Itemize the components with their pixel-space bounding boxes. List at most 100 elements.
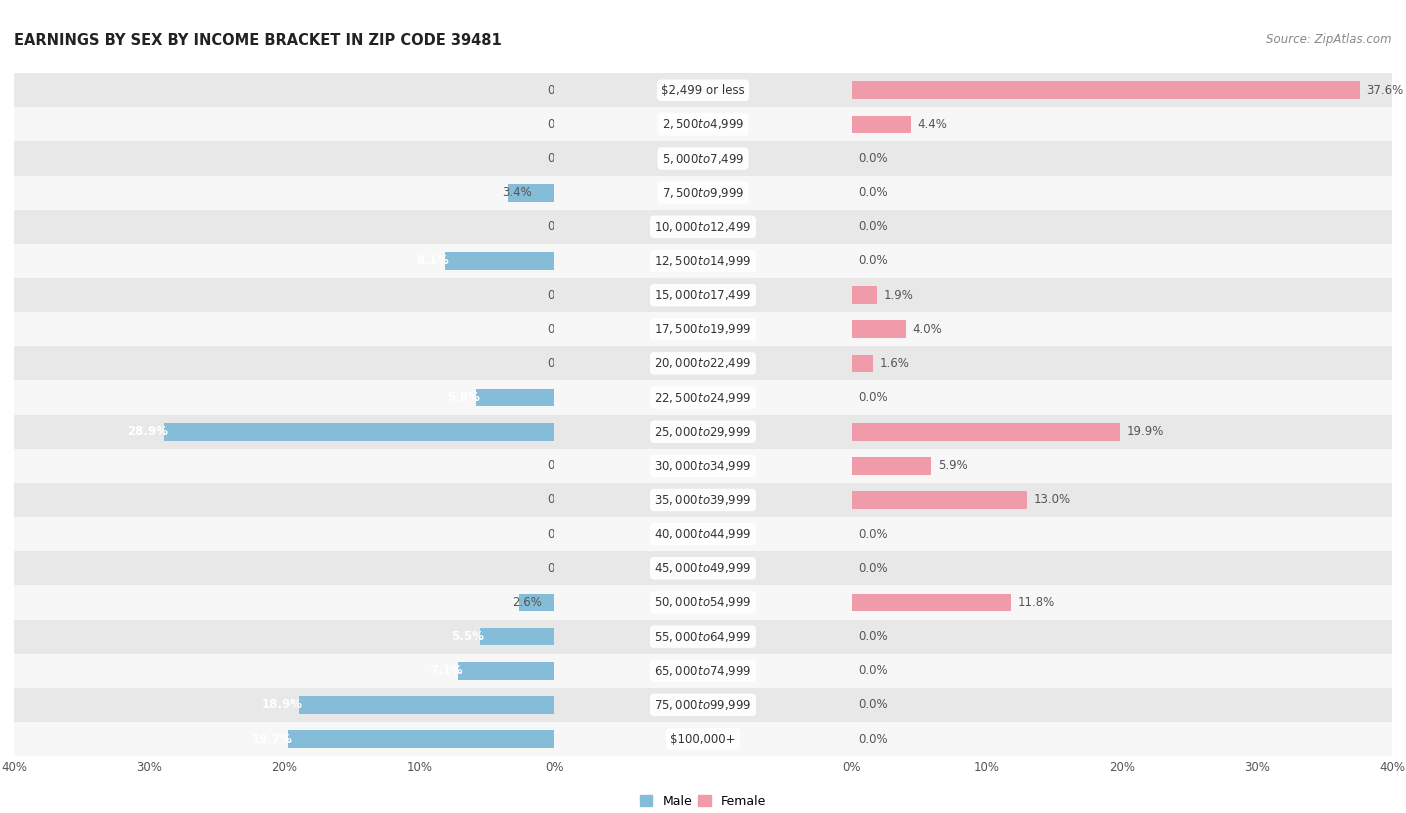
Text: 0.0%: 0.0% <box>858 630 889 643</box>
Text: 8.1%: 8.1% <box>416 254 449 267</box>
Bar <box>852 491 1028 509</box>
Text: $45,000 to $49,999: $45,000 to $49,999 <box>654 561 752 576</box>
Bar <box>0 517 1406 551</box>
Bar <box>444 252 554 270</box>
Text: 0.0%: 0.0% <box>548 528 578 541</box>
Text: 5.8%: 5.8% <box>447 391 479 404</box>
Bar <box>852 423 1121 441</box>
Text: 5.9%: 5.9% <box>938 459 967 472</box>
Text: $100,000+: $100,000+ <box>671 733 735 746</box>
Text: $20,000 to $22,499: $20,000 to $22,499 <box>654 356 752 371</box>
Text: 0.0%: 0.0% <box>858 528 889 541</box>
Text: 1.9%: 1.9% <box>884 289 914 302</box>
Bar <box>0 380 1406 415</box>
Bar <box>0 244 1406 278</box>
Bar <box>0 107 1406 141</box>
Text: 0.0%: 0.0% <box>548 357 578 370</box>
Text: 0.0%: 0.0% <box>858 152 889 165</box>
Bar <box>0 141 1406 176</box>
Bar <box>0 176 1406 210</box>
Text: 0.0%: 0.0% <box>858 733 889 746</box>
Bar <box>288 730 554 748</box>
Text: $10,000 to $12,499: $10,000 to $12,499 <box>654 220 752 234</box>
Bar <box>0 585 1406 620</box>
Text: 19.7%: 19.7% <box>252 733 292 746</box>
Text: 0.0%: 0.0% <box>858 664 889 677</box>
Bar <box>852 354 873 372</box>
Bar <box>0 210 1406 244</box>
Bar <box>0 517 1406 551</box>
Bar <box>0 210 1406 244</box>
Bar <box>0 312 1406 346</box>
Bar <box>0 449 1406 483</box>
Bar <box>0 551 1406 585</box>
Text: 0.0%: 0.0% <box>548 323 578 336</box>
Bar <box>165 423 554 441</box>
Text: 0.0%: 0.0% <box>548 152 578 165</box>
Bar <box>0 380 1406 415</box>
Bar <box>852 457 931 475</box>
Bar <box>0 346 1406 380</box>
Text: $25,000 to $29,999: $25,000 to $29,999 <box>654 424 752 439</box>
Bar <box>0 244 1406 278</box>
Text: $40,000 to $44,999: $40,000 to $44,999 <box>654 527 752 541</box>
Bar <box>0 141 1406 176</box>
Text: 5.5%: 5.5% <box>451 630 484 643</box>
Text: 0.0%: 0.0% <box>548 84 578 97</box>
Text: 0.0%: 0.0% <box>858 220 889 233</box>
Text: 7.1%: 7.1% <box>430 664 463 677</box>
Text: $2,499 or less: $2,499 or less <box>661 84 745 97</box>
Legend: Male, Female: Male, Female <box>636 789 770 813</box>
Text: 13.0%: 13.0% <box>1033 493 1071 506</box>
Text: 0.0%: 0.0% <box>548 289 578 302</box>
Text: 0.0%: 0.0% <box>858 698 889 711</box>
Bar <box>852 286 877 304</box>
Bar <box>0 73 1406 107</box>
Bar <box>0 654 1406 688</box>
Bar <box>0 107 1406 141</box>
Text: $35,000 to $39,999: $35,000 to $39,999 <box>654 493 752 507</box>
Bar <box>0 688 1406 722</box>
Bar <box>0 722 1406 756</box>
Bar <box>0 278 1406 312</box>
Bar <box>0 176 1406 210</box>
Bar <box>0 585 1406 620</box>
Bar <box>0 551 1406 585</box>
Text: $7,500 to $9,999: $7,500 to $9,999 <box>662 185 744 200</box>
Text: $2,500 to $4,999: $2,500 to $4,999 <box>662 117 744 132</box>
Text: 4.0%: 4.0% <box>912 323 942 336</box>
Text: 11.8%: 11.8% <box>1018 596 1054 609</box>
Bar <box>0 278 1406 312</box>
Bar <box>0 517 1406 551</box>
Bar <box>477 389 554 406</box>
Bar <box>0 688 1406 722</box>
Bar <box>852 115 911 133</box>
Text: 0.0%: 0.0% <box>858 562 889 575</box>
Text: 19.9%: 19.9% <box>1128 425 1164 438</box>
Text: 3.4%: 3.4% <box>502 186 531 199</box>
Bar <box>0 244 1406 278</box>
Bar <box>0 415 1406 449</box>
Text: $55,000 to $64,999: $55,000 to $64,999 <box>654 629 752 644</box>
Bar <box>458 662 554 680</box>
Text: 0.0%: 0.0% <box>548 493 578 506</box>
Bar <box>0 107 1406 141</box>
Bar <box>0 585 1406 620</box>
Text: $17,500 to $19,999: $17,500 to $19,999 <box>654 322 752 337</box>
Bar <box>0 415 1406 449</box>
Bar <box>0 620 1406 654</box>
Bar <box>0 312 1406 346</box>
Text: EARNINGS BY SEX BY INCOME BRACKET IN ZIP CODE 39481: EARNINGS BY SEX BY INCOME BRACKET IN ZIP… <box>14 33 502 47</box>
Bar <box>0 141 1406 176</box>
Text: 0.0%: 0.0% <box>858 186 889 199</box>
Bar <box>852 320 905 338</box>
Text: $5,000 to $7,499: $5,000 to $7,499 <box>662 151 744 166</box>
Bar <box>0 415 1406 449</box>
Bar <box>0 449 1406 483</box>
Bar <box>509 184 554 202</box>
Bar <box>0 654 1406 688</box>
Text: 0.0%: 0.0% <box>548 118 578 131</box>
Text: 4.4%: 4.4% <box>918 118 948 131</box>
Bar <box>0 380 1406 415</box>
Text: 0.0%: 0.0% <box>548 459 578 472</box>
